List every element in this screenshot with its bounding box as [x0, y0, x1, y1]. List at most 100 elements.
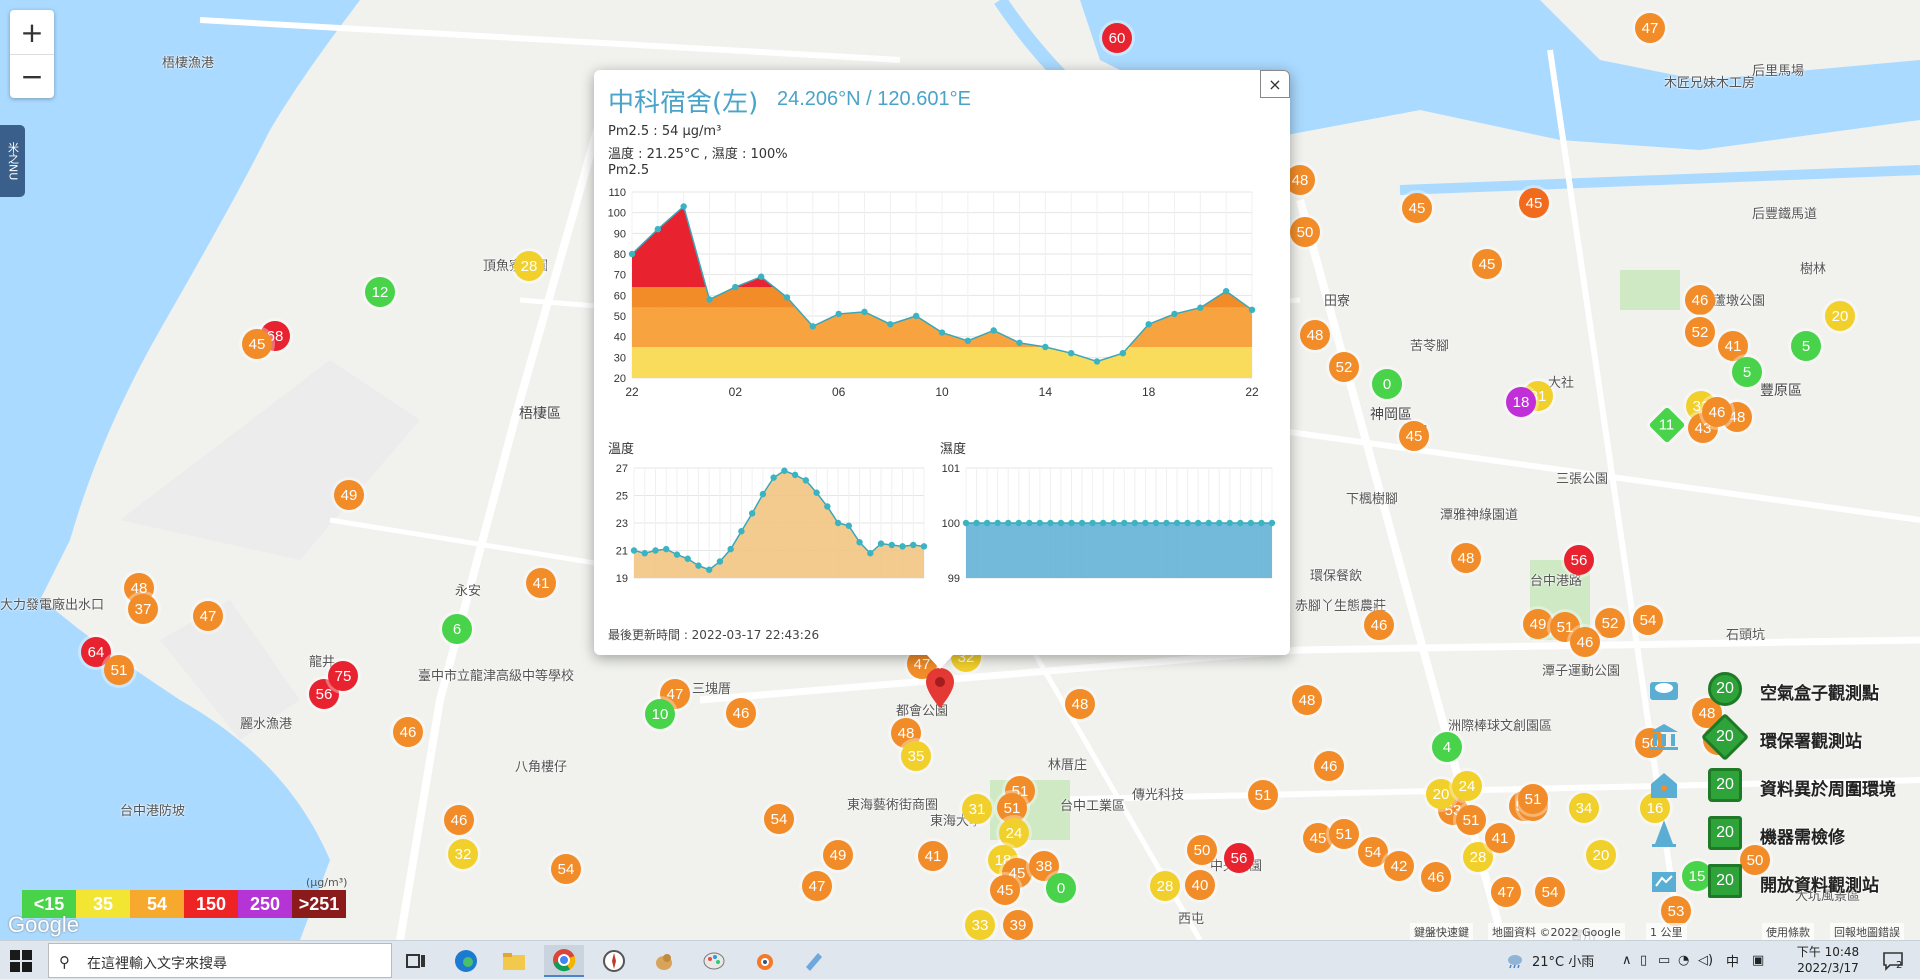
- station-marker[interactable]: 47: [802, 871, 832, 901]
- report-error-link[interactable]: 回報地圖錯誤: [1830, 923, 1904, 940]
- station-marker[interactable]: 18: [1506, 387, 1536, 417]
- station-marker[interactable]: 20: [1825, 301, 1855, 331]
- station-marker[interactable]: 20: [1586, 840, 1616, 870]
- selected-location-pin-icon[interactable]: [926, 668, 954, 708]
- station-marker[interactable]: 49: [1523, 609, 1553, 639]
- input-switch-icon[interactable]: ▣: [1752, 953, 1765, 968]
- station-marker[interactable]: 48: [1300, 320, 1330, 350]
- station-marker[interactable]: 45: [1303, 823, 1333, 853]
- station-marker[interactable]: 51: [1329, 819, 1359, 849]
- station-marker[interactable]: 51: [1456, 805, 1486, 835]
- station-marker[interactable]: 5: [1732, 357, 1762, 387]
- station-marker[interactable]: 46: [726, 698, 756, 728]
- station-marker[interactable]: 41: [1718, 331, 1748, 361]
- station-marker[interactable]: 48: [1451, 543, 1481, 573]
- station-marker[interactable]: 46: [1702, 397, 1732, 427]
- station-marker[interactable]: 45: [1472, 249, 1502, 279]
- station-marker[interactable]: 45: [1399, 421, 1429, 451]
- station-marker[interactable]: 50: [1290, 217, 1320, 247]
- station-marker[interactable]: 37: [128, 594, 158, 624]
- chevron-up-icon[interactable]: ∧: [1622, 953, 1632, 968]
- station-marker[interactable]: 0: [1046, 873, 1076, 903]
- station-marker[interactable]: 45: [990, 875, 1020, 905]
- station-marker[interactable]: 60: [1102, 23, 1132, 53]
- station-marker[interactable]: 6: [442, 614, 472, 644]
- station-marker[interactable]: 49: [334, 480, 364, 510]
- station-marker[interactable]: 46: [1421, 862, 1451, 892]
- chrome-icon[interactable]: [544, 945, 584, 977]
- edge-icon[interactable]: [446, 945, 486, 977]
- zoom-in-button[interactable]: +: [20, 15, 44, 49]
- station-marker[interactable]: 54: [1633, 605, 1663, 635]
- station-marker[interactable]: 50: [1740, 845, 1770, 875]
- station-marker[interactable]: 54: [764, 804, 794, 834]
- volume-icon[interactable]: ◁): [1698, 953, 1714, 968]
- tool-app-icon[interactable]: [794, 945, 834, 977]
- station-marker[interactable]: 54: [1535, 877, 1565, 907]
- station-marker[interactable]: 53: [1661, 896, 1691, 926]
- file-explorer-icon[interactable]: [494, 945, 534, 977]
- zoom-out-button[interactable]: −: [10, 54, 54, 98]
- station-marker[interactable]: 47: [193, 601, 223, 631]
- station-marker[interactable]: 10: [645, 699, 675, 729]
- weather-widget[interactable]: 21°C 小雨: [1506, 941, 1594, 980]
- station-marker[interactable]: 46: [1570, 627, 1600, 657]
- station-marker[interactable]: 45: [1402, 193, 1432, 223]
- station-marker[interactable]: 46: [393, 717, 423, 747]
- station-marker[interactable]: 47: [1491, 877, 1521, 907]
- station-marker[interactable]: 28: [1463, 842, 1493, 872]
- battery-icon[interactable]: ▭: [1658, 953, 1671, 968]
- taskbar-search-box[interactable]: ⚲ 在這裡輸入文字來搜尋: [48, 943, 392, 978]
- station-marker[interactable]: 48: [1292, 685, 1322, 715]
- ime-indicator[interactable]: 中: [1726, 955, 1740, 970]
- station-marker[interactable]: 34: [1569, 793, 1599, 823]
- station-marker[interactable]: 47: [1635, 13, 1665, 43]
- station-marker[interactable]: 46: [444, 805, 474, 835]
- station-marker[interactable]: 46: [1364, 610, 1394, 640]
- station-marker[interactable]: 40: [1185, 870, 1215, 900]
- station-marker[interactable]: 52: [1329, 352, 1359, 382]
- station-marker[interactable]: 52: [1595, 608, 1625, 638]
- station-marker[interactable]: 75: [328, 661, 358, 691]
- bird-app-icon[interactable]: [644, 945, 684, 977]
- terms-link[interactable]: 使用條款: [1762, 923, 1814, 940]
- station-marker[interactable]: 0: [1372, 369, 1402, 399]
- network-icon[interactable]: ◔: [1678, 953, 1690, 968]
- station-marker[interactable]: 33: [965, 910, 995, 940]
- station-marker[interactable]: 52: [1685, 317, 1715, 347]
- compass-app-icon[interactable]: [594, 945, 634, 977]
- station-marker[interactable]: 54: [1358, 837, 1388, 867]
- station-marker[interactable]: 41: [1485, 823, 1515, 853]
- popup-close-button[interactable]: ×: [1260, 70, 1290, 98]
- station-marker[interactable]: 51: [104, 655, 134, 685]
- station-marker[interactable]: 42: [1384, 851, 1414, 881]
- station-marker[interactable]: 48: [1285, 165, 1315, 195]
- station-marker[interactable]: 32: [448, 839, 478, 869]
- station-marker[interactable]: 50: [1187, 835, 1217, 865]
- station-marker[interactable]: 15: [1682, 861, 1712, 891]
- station-marker[interactable]: 12: [365, 277, 395, 307]
- station-marker[interactable]: 48: [1065, 689, 1095, 719]
- station-marker[interactable]: 49: [823, 840, 853, 870]
- station-marker[interactable]: 31: [962, 794, 992, 824]
- station-marker[interactable]: 51: [1248, 780, 1278, 810]
- station-marker[interactable]: 45: [1519, 188, 1549, 218]
- station-marker[interactable]: 20: [1426, 779, 1456, 809]
- station-marker[interactable]: 45: [242, 329, 272, 359]
- blender-icon[interactable]: [744, 945, 784, 977]
- station-marker[interactable]: 56: [1564, 545, 1594, 575]
- notification-center-icon[interactable]: 2: [1882, 941, 1903, 980]
- station-marker[interactable]: 24: [1452, 771, 1482, 801]
- station-marker[interactable]: 46: [1685, 285, 1715, 315]
- station-marker[interactable]: 4: [1432, 732, 1462, 762]
- station-marker[interactable]: 54: [551, 854, 581, 884]
- station-marker[interactable]: 39: [1003, 910, 1033, 940]
- task-view-icon[interactable]: [396, 945, 436, 977]
- station-marker[interactable]: 41: [918, 841, 948, 871]
- station-marker[interactable]: 56: [1224, 843, 1254, 873]
- station-marker[interactable]: 5: [1791, 331, 1821, 361]
- windows-start-icon[interactable]: [10, 950, 32, 972]
- station-marker[interactable]: 46: [1314, 751, 1344, 781]
- usb-icon[interactable]: ▯: [1640, 953, 1648, 968]
- station-marker[interactable]: 35: [901, 741, 931, 771]
